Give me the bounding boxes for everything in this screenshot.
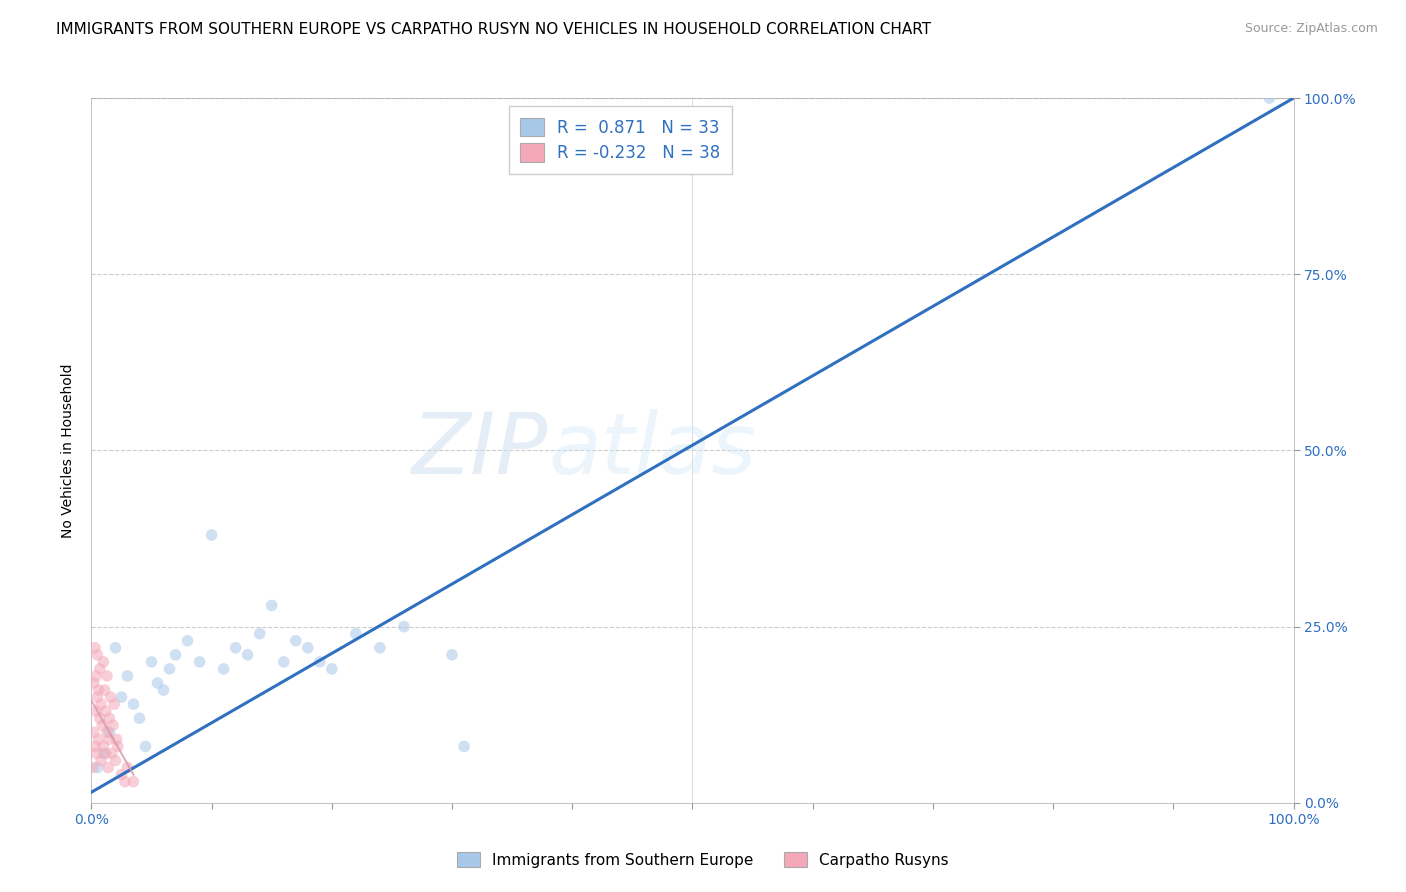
Point bbox=[344, 626, 367, 640]
Point bbox=[101, 747, 124, 761]
Point bbox=[1258, 91, 1281, 105]
Point bbox=[84, 640, 107, 655]
Point bbox=[165, 648, 187, 662]
Text: Source: ZipAtlas.com: Source: ZipAtlas.com bbox=[1244, 22, 1378, 36]
Point bbox=[134, 739, 156, 754]
Point bbox=[104, 640, 127, 655]
Point bbox=[110, 767, 132, 781]
Point bbox=[86, 690, 108, 705]
Point bbox=[152, 683, 174, 698]
Point bbox=[82, 760, 104, 774]
Point bbox=[87, 683, 110, 698]
Point bbox=[128, 711, 150, 725]
Text: IMMIGRANTS FROM SOUTHERN EUROPE VS CARPATHO RUSYN NO VEHICLES IN HOUSEHOLD CORRE: IMMIGRANTS FROM SOUTHERN EUROPE VS CARPA… bbox=[56, 22, 931, 37]
Point bbox=[101, 718, 124, 732]
Point bbox=[107, 739, 129, 754]
Point bbox=[321, 662, 343, 676]
Point bbox=[98, 711, 121, 725]
Point bbox=[93, 683, 115, 698]
Point bbox=[103, 697, 125, 711]
Point bbox=[212, 662, 235, 676]
Point bbox=[94, 747, 117, 761]
Point bbox=[249, 626, 271, 640]
Legend: Immigrants from Southern Europe, Carpatho Rusyns: Immigrants from Southern Europe, Carpath… bbox=[450, 844, 956, 875]
Point bbox=[89, 711, 111, 725]
Point bbox=[98, 732, 121, 747]
Point bbox=[84, 739, 107, 754]
Point bbox=[122, 774, 145, 789]
Point bbox=[86, 760, 108, 774]
Point bbox=[86, 648, 108, 662]
Point bbox=[100, 690, 122, 705]
Point bbox=[93, 655, 115, 669]
Point bbox=[122, 697, 145, 711]
Y-axis label: No Vehicles in Household: No Vehicles in Household bbox=[62, 363, 76, 538]
Point bbox=[110, 690, 132, 705]
Point bbox=[105, 732, 128, 747]
Point bbox=[84, 747, 107, 761]
Point bbox=[368, 640, 391, 655]
Point bbox=[114, 774, 136, 789]
Point bbox=[90, 697, 112, 711]
Point bbox=[273, 655, 295, 669]
Point bbox=[90, 754, 112, 768]
Point bbox=[97, 760, 120, 774]
Point bbox=[104, 754, 127, 768]
Point bbox=[453, 739, 475, 754]
Text: ZIP: ZIP bbox=[412, 409, 548, 492]
Point bbox=[96, 669, 118, 683]
Point bbox=[440, 648, 463, 662]
Point bbox=[308, 655, 330, 669]
Point bbox=[93, 739, 115, 754]
Point bbox=[89, 662, 111, 676]
Point bbox=[98, 725, 121, 739]
Point bbox=[141, 655, 163, 669]
Point bbox=[84, 669, 107, 683]
Point bbox=[260, 599, 283, 613]
Text: atlas: atlas bbox=[548, 409, 756, 492]
Point bbox=[201, 528, 224, 542]
Point bbox=[188, 655, 211, 669]
Point bbox=[87, 732, 110, 747]
Point bbox=[96, 725, 118, 739]
Point bbox=[236, 648, 259, 662]
Point bbox=[83, 676, 105, 690]
Point bbox=[392, 620, 415, 634]
Point bbox=[297, 640, 319, 655]
Legend: R =  0.871   N = 33, R = -0.232   N = 38: R = 0.871 N = 33, R = -0.232 N = 38 bbox=[509, 106, 733, 174]
Point bbox=[225, 640, 247, 655]
Point bbox=[117, 669, 139, 683]
Point bbox=[284, 633, 307, 648]
Point bbox=[84, 704, 107, 718]
Point bbox=[117, 760, 139, 774]
Point bbox=[159, 662, 181, 676]
Point bbox=[93, 747, 115, 761]
Point bbox=[83, 725, 105, 739]
Point bbox=[91, 718, 114, 732]
Point bbox=[146, 676, 169, 690]
Point bbox=[94, 704, 117, 718]
Point bbox=[176, 633, 198, 648]
